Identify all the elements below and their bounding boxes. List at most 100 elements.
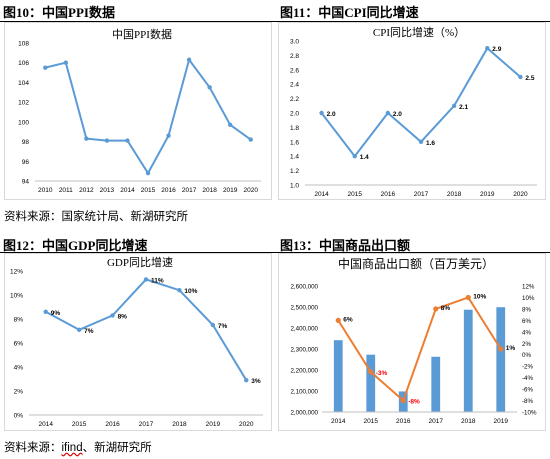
- x-tick-label: 2016: [105, 421, 120, 428]
- y-tick-label: 96: [22, 159, 30, 166]
- data-point: [319, 110, 324, 116]
- y-tick-label: 1.8: [290, 125, 299, 132]
- x-tick-label: 2014: [38, 421, 53, 428]
- y-tick-label: 106: [18, 60, 29, 67]
- y2-tick-label: 2%: [522, 341, 531, 348]
- data-label: 7%: [218, 323, 228, 330]
- growth-data-label: 1%: [506, 345, 516, 352]
- growth-data-label: 10%: [473, 293, 486, 300]
- figure-13-title: 图13：中国商品出口额: [280, 238, 411, 253]
- figure-12-title: 图12：中国GDP同比增速: [3, 238, 148, 253]
- x-tick-label: 2020: [243, 187, 258, 194]
- y-tick-label: 104: [18, 80, 29, 87]
- x-tick-label: 2014: [120, 187, 135, 194]
- data-point: [125, 138, 130, 143]
- x-tick-label: 2019: [223, 187, 238, 194]
- data-point: [84, 136, 89, 141]
- y2-tick-label: -8%: [522, 398, 534, 405]
- x-tick-label: 2019: [480, 191, 495, 198]
- data-label: 10%: [184, 288, 197, 295]
- y-tick-label: 8%: [14, 317, 24, 324]
- data-label: 11%: [151, 277, 164, 284]
- data-point: [63, 60, 69, 65]
- x-tick-label: 2010: [38, 187, 53, 194]
- x-tick-label: 2017: [182, 187, 197, 194]
- data-label: 1.4: [360, 154, 369, 161]
- growth-point: [433, 306, 439, 312]
- growth-point: [400, 397, 406, 404]
- chart-title: 中国商品出口额（百万美元）: [338, 256, 494, 271]
- data-point: [104, 138, 110, 143]
- y2-tick-label: -2%: [522, 364, 534, 371]
- data-point: [352, 154, 357, 159]
- exports-chart: 中国商品出口额（百万美元） 2,000,000 2,100,000 2,200,000…: [290, 256, 537, 425]
- y-tick-label: 3.0: [290, 39, 299, 46]
- x-tick-label: 2016: [396, 418, 411, 425]
- data-point: [227, 122, 233, 128]
- data-label: 8%: [118, 313, 128, 320]
- y-tick-label: 1.2: [290, 168, 299, 175]
- x-tick-label: 2012: [79, 187, 94, 194]
- y-tick-label: 108: [18, 41, 29, 48]
- y-tick-label: 2.4: [290, 82, 299, 89]
- data-point: [76, 327, 82, 332]
- data-label: 2.0: [393, 111, 402, 118]
- y2-tick-label: -6%: [522, 387, 534, 394]
- x-tick-label: 2018: [172, 421, 187, 428]
- x-tick-label: 2019: [206, 421, 221, 428]
- y-tick-label: 10%: [10, 293, 23, 300]
- y2-tick-label: 12%: [522, 284, 535, 291]
- data-point: [207, 85, 212, 90]
- export-bar: [366, 354, 376, 412]
- chart-title: GDP同比增速: [107, 255, 173, 269]
- y-tick-label: 2.6: [290, 67, 299, 74]
- y-tick-label: 2,400,000: [290, 326, 318, 333]
- data-point: [143, 277, 149, 282]
- x-tick-label: 2014: [314, 191, 329, 198]
- source-ifind: ifind: [61, 442, 83, 454]
- export-bar: [431, 356, 441, 412]
- gdp-chart: GDP同比增速 0% 2% 4% 6% 8% 10% 12% 2014 2015 2016 2017 2…: [10, 255, 263, 428]
- y-tick-label: 2,500,000: [290, 305, 318, 312]
- data-point: [518, 74, 523, 80]
- y-tick-label: 2,200,000: [290, 368, 318, 375]
- data-point: [177, 288, 182, 293]
- export-bar: [496, 307, 506, 412]
- data-label: 7%: [84, 328, 94, 335]
- y2-tick-label: -10%: [522, 410, 537, 417]
- data-point: [110, 313, 115, 318]
- y2-tick-label: 10%: [522, 295, 535, 302]
- y-tick-label: 2.0: [290, 111, 299, 118]
- figure-10-title: 图10：中国PPI数据: [3, 5, 115, 20]
- y2-tick-label: 0%: [522, 352, 531, 359]
- growth-point: [465, 294, 471, 301]
- data-label: 3%: [251, 378, 261, 385]
- source-note-bottom: 资料来源：ifind、新湖研究所: [4, 439, 152, 455]
- growth-data-label: 8%: [441, 305, 451, 312]
- figure-11-title: 图11：中国CPI同比增速: [280, 5, 419, 20]
- y-tick-label: 1.4: [290, 154, 299, 161]
- data-point: [166, 133, 171, 138]
- data-point: [244, 378, 249, 383]
- data-point: [451, 103, 457, 109]
- x-tick-label: 2015: [364, 418, 379, 425]
- growth-line: [337, 296, 502, 403]
- growth-point: [368, 369, 374, 375]
- x-tick-label: 2014: [331, 418, 346, 425]
- x-tick-label: 2017: [429, 418, 444, 425]
- data-label: 2.9: [492, 46, 501, 53]
- x-tick-label: 2018: [461, 418, 476, 425]
- source-suffix: 、新湖研究所: [82, 442, 152, 454]
- data-point: [43, 65, 48, 70]
- y-tick-label: 2.2: [290, 96, 299, 103]
- y-tick-label: 1.6: [290, 139, 299, 146]
- data-label: 1.6: [426, 140, 435, 147]
- export-bar: [333, 340, 343, 412]
- x-tick-label: 2017: [139, 421, 154, 428]
- x-tick-label: 2015: [72, 421, 87, 428]
- data-point: [186, 57, 192, 62]
- y-tick-label: 100: [18, 119, 29, 126]
- series-line: [45, 57, 252, 176]
- y2-tick-label: 8%: [522, 306, 531, 313]
- growth-data-label: -3%: [376, 370, 388, 377]
